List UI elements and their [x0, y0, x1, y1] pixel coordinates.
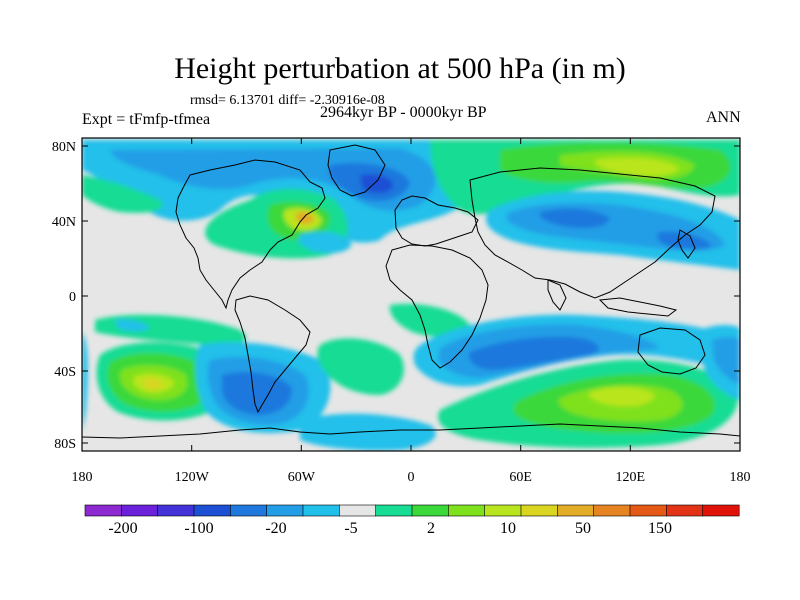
contour-north-pacific-high	[82, 175, 163, 213]
lat-label: 80S	[54, 437, 76, 452]
lat-label: 80N	[52, 140, 76, 155]
colorbar-swatch	[520, 504, 558, 517]
coast-south-america	[234, 295, 311, 414]
lat-label: 40S	[54, 365, 76, 380]
lat-tick-labels: 80N 40N 0 40S 80S	[52, 140, 76, 452]
coast-north-america	[175, 159, 326, 310]
colorbar-label: 50	[575, 520, 591, 537]
colorbar-label: 10	[500, 520, 516, 537]
colorbar-swatch	[702, 504, 740, 517]
coast-japan	[677, 229, 696, 259]
coastlines	[82, 144, 740, 439]
colorbar-swatch	[411, 504, 449, 517]
colorbar-swatch	[339, 504, 377, 517]
contour-tropics-low-2	[298, 231, 352, 254]
colorbar-label: -5	[344, 520, 357, 537]
colorbar-label: -100	[184, 520, 213, 537]
lon-tick-labels: 180 120W 60W 0 60E 120E 180	[72, 470, 751, 485]
contour-asia-low-4	[657, 231, 712, 250]
coast-indonesia	[598, 297, 678, 317]
contour-indian-low-3	[469, 336, 599, 370]
contour-tropics-high-2	[389, 303, 470, 337]
colorbar-swatch	[193, 504, 231, 517]
colorbar-label: -20	[265, 520, 286, 537]
colorbar-swatch	[629, 504, 667, 517]
coast-greenland	[327, 144, 386, 197]
coast-asia	[469, 167, 716, 299]
contour-far-east-low-2	[712, 337, 740, 385]
period-text: 2964kyr BP - 0000kyr BP	[320, 104, 487, 121]
lon-label: 60W	[288, 470, 316, 485]
colorbar-swatch	[121, 504, 159, 517]
lat-label: 40N	[52, 215, 76, 230]
colorbar-swatch	[157, 504, 195, 517]
contour-tropics-low	[115, 319, 150, 332]
colorbar-swatch	[230, 504, 268, 517]
colorbar-label: 150	[648, 520, 672, 537]
season-label: ANN	[706, 109, 741, 126]
contour-australia-high-4	[589, 386, 655, 407]
map-title: Height perturbation at 500 hPa (in m)	[174, 52, 626, 85]
colorbar-label: -200	[108, 520, 137, 537]
colorbar-swatch	[84, 504, 122, 517]
coast-antarctica	[82, 423, 740, 439]
colorbar-swatch	[375, 504, 413, 517]
lat-tick-marks	[82, 145, 740, 444]
colorbar-labels: -200 -100 -20 -5 2 10 50 150	[108, 520, 672, 537]
contour-arctic-high-4	[594, 157, 680, 177]
colorbar-swatch	[302, 504, 340, 517]
lon-label: 180	[730, 470, 751, 485]
colorbar-swatch	[593, 504, 631, 517]
contour-south-low	[82, 332, 88, 430]
lon-label: 0	[408, 470, 415, 485]
colorbar-swatch	[666, 504, 704, 517]
experiment-label: Expt = tFmfp-tfmea	[82, 111, 211, 128]
coast-india	[547, 279, 567, 311]
colorbar-swatch	[266, 504, 304, 517]
coast-africa	[385, 244, 489, 369]
contour-south-atlantic-high	[317, 338, 404, 395]
colorbar-label: 2	[427, 520, 435, 537]
lon-label: 120W	[175, 470, 210, 485]
colorbar	[84, 504, 740, 517]
colorbar-swatch	[448, 504, 486, 517]
contour-fill	[82, 140, 740, 451]
lon-label: 60E	[509, 470, 532, 485]
coast-australia	[637, 327, 706, 375]
lon-label: 120E	[616, 470, 646, 485]
stats-text: rmsd= 6.13701 diff= -2.30916e-08	[190, 93, 385, 108]
colorbar-swatch	[557, 504, 595, 517]
lon-label: 180	[72, 470, 93, 485]
contour-south-pacific-high-5	[143, 378, 164, 390]
lat-label: 0	[69, 290, 76, 305]
colorbar-swatch	[484, 504, 522, 517]
contour-asia-low-3	[539, 208, 610, 228]
coast-europe	[394, 195, 479, 247]
lon-tick-marks	[81, 138, 741, 451]
